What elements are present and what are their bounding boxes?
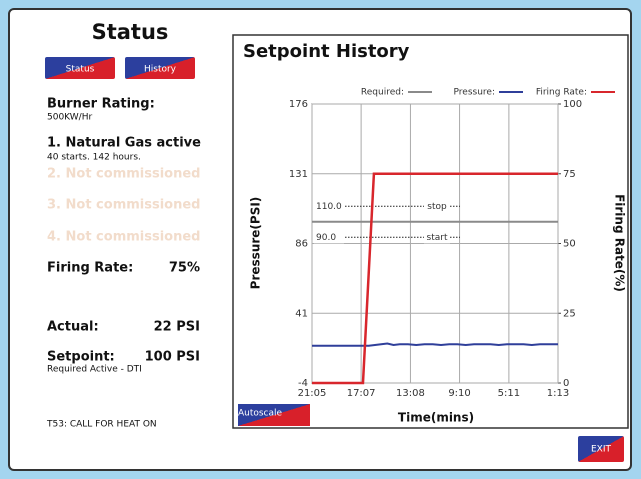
status-button[interactable]: Status (45, 57, 115, 79)
value: 500KW/Hr (47, 113, 92, 123)
threshold-label: 110.0 (316, 202, 342, 212)
y-tick-label: 176 (289, 99, 308, 110)
x-axis-label: Time(mins) (398, 411, 474, 425)
y2-tick-label: 0 (563, 378, 569, 389)
label-bg (424, 200, 450, 213)
y-tick-label: 131 (289, 169, 308, 180)
threshold-text: stop (427, 202, 447, 212)
fuel: 3. Not commissioned (47, 198, 201, 213)
y-tick-label: 86 (295, 239, 308, 250)
button-bg[interactable] (125, 57, 195, 79)
label: Burner Rating: (47, 97, 155, 112)
label: Setpoint: (47, 350, 115, 365)
chart-title: Setpoint History (243, 41, 410, 62)
fuel: 4. Not commissioned (47, 230, 201, 245)
x-tick-label: 21:05 (298, 388, 327, 399)
value: 75% (169, 261, 200, 276)
legend-label: Pressure: (454, 88, 495, 98)
plot: 176 131 86 41 -4 100 75 50 25 0 21:05 17:07 13:08 9:1… (289, 88, 615, 399)
sidebar-title: Status (92, 20, 169, 44)
exit-button[interactable]: EXIT (578, 436, 624, 462)
x-tick-label: 13:08 (396, 388, 425, 399)
series-line (312, 342, 558, 347)
button-label[interactable]: Autoscale (238, 409, 283, 419)
threshold-label: 90.0 (316, 233, 336, 243)
button-bg[interactable] (578, 436, 624, 462)
x-tick-label: 5:11 (498, 388, 520, 399)
label: Firing Rate: (47, 261, 133, 276)
status-message: T53: CALL FOR HEAT ON (46, 420, 157, 430)
fuel-detail: 40 starts. 142 hours. (47, 153, 141, 163)
y2-tick-label: 100 (563, 99, 582, 110)
y-tick-label: 41 (295, 308, 308, 319)
x-tick-label: 17:07 (347, 388, 376, 399)
fuel: 1. Natural Gas active (47, 136, 201, 151)
y2-axis-label: Firing Rate(%) (613, 194, 627, 292)
legend-label: Firing Rate: (536, 88, 587, 98)
value: 22 PSI (154, 320, 200, 335)
history-button[interactable]: History (125, 57, 195, 79)
value: 100 PSI (145, 350, 200, 365)
y2-tick-label: 50 (563, 239, 576, 250)
x-tick-label: 9:10 (448, 388, 470, 399)
y-axis-label: Pressure(PSI) (249, 197, 263, 290)
button-bg[interactable] (45, 57, 115, 79)
legend-label: Required: (361, 88, 404, 98)
label: Actual: (47, 320, 99, 335)
button-label[interactable]: History (144, 65, 177, 75)
label-bg (314, 231, 344, 244)
y2-tick-label: 75 (563, 169, 576, 180)
y-tick-label: -4 (298, 378, 308, 389)
note: Required Active - DTI (47, 365, 142, 375)
button-label[interactable]: Status (66, 65, 95, 75)
y2-tick-label: 25 (563, 308, 576, 319)
series-line (312, 172, 558, 385)
autoscale-button[interactable]: Autoscale (238, 404, 310, 426)
label-bg (424, 231, 450, 244)
button-label[interactable]: EXIT (591, 445, 612, 455)
threshold-text: start (427, 233, 448, 243)
x-tick-label: 1:13 (547, 388, 569, 399)
fuel: 2. Not commissioned (47, 167, 201, 182)
label-bg (314, 200, 344, 213)
button-bg[interactable] (238, 404, 310, 426)
